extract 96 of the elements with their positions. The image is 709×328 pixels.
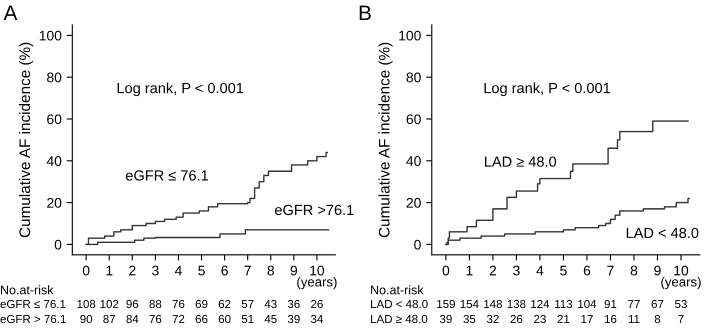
text: 66 <box>196 314 208 324</box>
x-tick-label: 6 <box>584 266 590 276</box>
text: 17 <box>581 315 593 323</box>
text: 148 <box>484 300 502 308</box>
text: 36 <box>288 300 300 308</box>
text: 34 <box>310 314 323 324</box>
y-tick-label: 0 <box>54 240 62 250</box>
text: 53 <box>675 300 687 308</box>
text: 96 <box>126 300 138 308</box>
text: 124 <box>531 300 550 308</box>
text: eGFR ≤ 76.1 <box>0 300 66 308</box>
y-tick-label: 40 <box>406 156 421 166</box>
x-tick-label: 9 <box>654 266 661 276</box>
text: 102 <box>100 300 118 308</box>
y-tick-label: 20 <box>47 198 62 208</box>
text: 39 <box>288 314 300 324</box>
y-tick-label: 80 <box>47 72 62 82</box>
text: 16 <box>604 314 616 324</box>
text: 104 <box>578 300 596 308</box>
y-tick-label: 0 <box>414 240 421 250</box>
y-tick-label: 100 <box>399 30 421 41</box>
x-tick-label: 2 <box>490 266 496 276</box>
text: 154 <box>460 300 479 308</box>
y-tick-label: 40 <box>46 156 62 166</box>
x-tick-label: 4 <box>174 266 182 276</box>
text: 26 <box>510 314 522 324</box>
x-tick-label: 6 <box>221 266 228 276</box>
text: 91 <box>604 300 616 308</box>
series-label: LAD < 48.0 <box>626 228 698 238</box>
x-tick-label: 9 <box>290 266 298 276</box>
text: LAD ≥ 48.0 <box>371 314 428 324</box>
text: 69 <box>196 300 208 308</box>
text: 72 <box>172 314 184 323</box>
y-tick-label: 100 <box>40 30 62 41</box>
text: 113 <box>555 300 572 308</box>
text: 76 <box>150 314 162 324</box>
x-tick-label: 7 <box>607 266 614 276</box>
x-tick-label: 2 <box>129 266 136 276</box>
x-tick-label: 8 <box>630 266 638 276</box>
x-tick-label: 4 <box>536 266 544 276</box>
annotation: Log rank, P < 0.001 <box>118 82 244 96</box>
y-axis-title: Cumulative AF incidence (%) <box>18 42 34 238</box>
x-tick-label: 5 <box>560 266 567 276</box>
y-tick-label: 60 <box>406 114 421 124</box>
text: 26 <box>311 300 323 308</box>
text: 39 <box>440 314 452 324</box>
text: 32 <box>486 314 499 324</box>
text: 60 <box>218 314 231 324</box>
x-tick-label: 10 <box>310 266 324 276</box>
text: 67 <box>652 300 664 308</box>
text: 35 <box>463 314 476 324</box>
y-axis-title: Cumulative AF incidence (%) <box>378 42 393 238</box>
x-tick-label: 0 <box>442 266 450 276</box>
x-tick-label: 5 <box>198 266 205 276</box>
text: eGFR > 76.1 <box>0 314 66 324</box>
text: 84 <box>126 314 138 324</box>
x-tick-label: 3 <box>152 266 159 276</box>
x-axis-title: (years) <box>297 276 337 290</box>
text: 77 <box>628 300 640 308</box>
x-tick-label: 8 <box>267 266 274 276</box>
text: 138 <box>508 300 526 308</box>
text: 57 <box>242 300 254 308</box>
text: 51 <box>242 315 254 324</box>
text: 88 <box>149 300 162 308</box>
text: 76 <box>172 300 184 308</box>
text: 90 <box>80 314 92 324</box>
y-tick-label: 20 <box>406 198 421 208</box>
chart-title: A <box>4 6 18 20</box>
series-label: eGFR ≤ 76.1 <box>126 170 208 181</box>
chart-title: B <box>360 6 371 20</box>
text: 159 <box>437 300 455 308</box>
x-tick-label: 10 <box>674 266 688 276</box>
text: 23 <box>534 314 546 324</box>
text: 8 <box>654 314 660 324</box>
x-tick-label: 7 <box>244 266 251 276</box>
text: 62 <box>218 300 230 308</box>
text: 108 <box>77 300 96 308</box>
annotation: Log rank, P < 0.001 <box>484 82 610 96</box>
text: 87 <box>103 314 116 324</box>
text: No.at-risk <box>1 285 54 294</box>
series-label: LAD ≥ 48.0 <box>484 156 556 167</box>
x-tick-label: 1 <box>106 266 112 276</box>
x-tick-label: 0 <box>82 266 90 276</box>
y-tick-label: 60 <box>47 114 62 124</box>
x-axis-title: (years) <box>661 276 701 290</box>
text: 45 <box>264 315 277 324</box>
series-label: eGFR >76.1 <box>275 204 354 216</box>
x-tick-label: 1 <box>466 266 473 276</box>
text: 43 <box>264 300 277 308</box>
text: 21 <box>558 314 570 323</box>
y-tick-label: 80 <box>406 72 421 82</box>
text: LAD < 48.0 <box>371 300 428 308</box>
text: No.at-risk <box>371 285 424 294</box>
text: 11 <box>628 315 640 323</box>
x-tick-label: 3 <box>513 266 520 276</box>
text: 7 <box>678 315 684 323</box>
